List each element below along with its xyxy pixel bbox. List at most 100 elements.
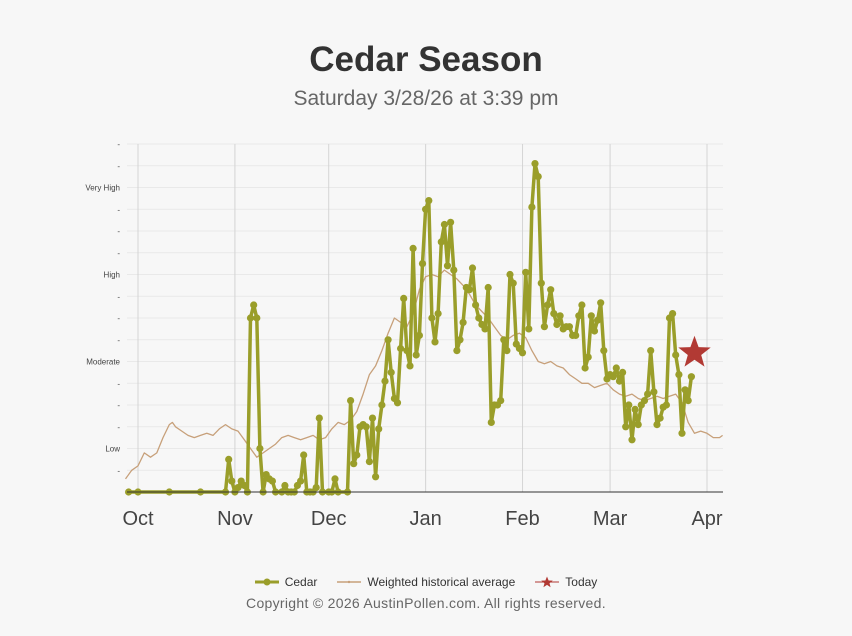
cedar-point — [268, 477, 276, 485]
cedar-point — [500, 336, 508, 344]
cedar-point — [378, 401, 386, 409]
y-tick-label: Moderate — [86, 358, 120, 367]
cedar-point — [312, 484, 320, 492]
cedar-point — [481, 325, 489, 333]
legend-item-today[interactable]: Today — [535, 575, 597, 589]
cedar-point — [465, 286, 473, 294]
cedar-point — [281, 481, 289, 490]
legend-item-average[interactable]: Weighted historical average — [337, 575, 515, 589]
y-tick-label: - — [117, 379, 120, 388]
cedar-point — [412, 351, 420, 359]
cedar-point — [531, 160, 539, 168]
x-tick-label: Apr — [691, 508, 722, 530]
cedar-point — [225, 455, 233, 463]
cedar-point — [625, 401, 633, 409]
x-tick-label: Nov — [217, 508, 253, 530]
cedar-point — [544, 301, 552, 309]
y-tick-label: - — [117, 227, 120, 236]
cedar-line — [126, 161, 694, 494]
cedar-point — [431, 338, 439, 346]
chart-subtitle: Saturday 3/28/26 at 3:39 pm — [293, 87, 559, 110]
cedar-point — [497, 397, 505, 405]
cedar-point — [393, 399, 402, 407]
cedar-point — [487, 418, 495, 426]
cedar-point — [619, 368, 627, 376]
cedar-point — [409, 244, 417, 252]
cedar-point — [450, 266, 458, 274]
legend-item-cedar[interactable]: Cedar — [254, 575, 318, 589]
horizontal-grid — [127, 143, 723, 471]
cedar-point — [472, 301, 480, 309]
cedar-point — [447, 218, 455, 226]
cedar-point — [468, 264, 477, 272]
vertical-grid — [137, 144, 708, 492]
y-tick-label: - — [117, 314, 120, 323]
cedar-point — [246, 314, 255, 322]
y-tick-label: - — [117, 162, 120, 171]
cedar-point — [434, 310, 442, 318]
cedar-point — [681, 386, 689, 394]
cedar-point — [415, 331, 423, 339]
cedar-point — [365, 458, 373, 466]
cedar-point — [597, 299, 605, 307]
cedar-point — [578, 301, 586, 309]
cedar-point — [612, 364, 620, 372]
cedar-point — [297, 477, 305, 485]
cedar-point — [397, 344, 405, 353]
cedar-point — [362, 423, 370, 431]
cedar-point — [375, 425, 383, 433]
cedar-point — [350, 460, 358, 468]
cedar-point — [587, 312, 595, 320]
cedar-point — [459, 318, 467, 326]
cedar-point — [656, 414, 664, 422]
cedar-point — [368, 414, 377, 422]
cedar-point — [522, 268, 530, 276]
y-axis-labels: - Low - - - Moderate - - - High - - - Very High - - — [85, 140, 120, 475]
cedar-point — [384, 336, 392, 344]
cedar-point — [406, 362, 414, 370]
y-tick-label: - — [117, 140, 120, 149]
cedar-point — [672, 351, 680, 359]
cedar-point — [428, 314, 436, 322]
cedar-point — [550, 310, 558, 318]
cedar-point — [372, 473, 380, 481]
today-star — [678, 335, 711, 367]
cedar-point — [650, 388, 658, 396]
cedar-point — [315, 414, 323, 422]
y-tick-label: - — [117, 249, 120, 258]
cedar-point — [553, 320, 561, 329]
cedar-point — [565, 323, 574, 331]
y-tick-label: - — [117, 466, 120, 475]
cedar-point — [525, 325, 533, 333]
cedar-point — [594, 316, 602, 324]
legend: Cedar Weighted historical average Today — [0, 575, 852, 589]
cedar-point — [631, 405, 639, 413]
cedar-point — [437, 238, 445, 246]
average-line-icon — [337, 580, 362, 584]
x-tick-label: Mar — [593, 508, 628, 530]
cedar-point — [387, 368, 395, 376]
cedar-point — [240, 481, 248, 490]
cedar-point — [381, 377, 389, 385]
cedar-point — [534, 173, 542, 181]
cedar-point — [509, 279, 517, 287]
cedar-point — [687, 373, 696, 381]
cedar-point — [347, 397, 355, 405]
cedar-point — [575, 312, 583, 320]
cedar-point — [644, 390, 652, 398]
cedar-point — [475, 314, 483, 322]
y-tick-label: - — [117, 401, 120, 410]
cedar-point — [647, 347, 655, 355]
cedar-point — [403, 347, 411, 355]
cedar-point — [518, 349, 527, 357]
cedar-point — [675, 371, 683, 379]
y-tick-label: High — [104, 271, 120, 280]
cedar-point — [228, 477, 236, 485]
x-axis-labels: Oct Nov Dec Jan Feb Mar Apr — [122, 508, 722, 530]
star-icon — [535, 576, 560, 588]
legend-label-cedar: Cedar — [284, 575, 318, 589]
cedar-point — [572, 331, 580, 339]
chart-title: Cedar Season — [309, 40, 543, 79]
cedar-point — [547, 286, 555, 294]
cedar-point — [634, 421, 642, 429]
